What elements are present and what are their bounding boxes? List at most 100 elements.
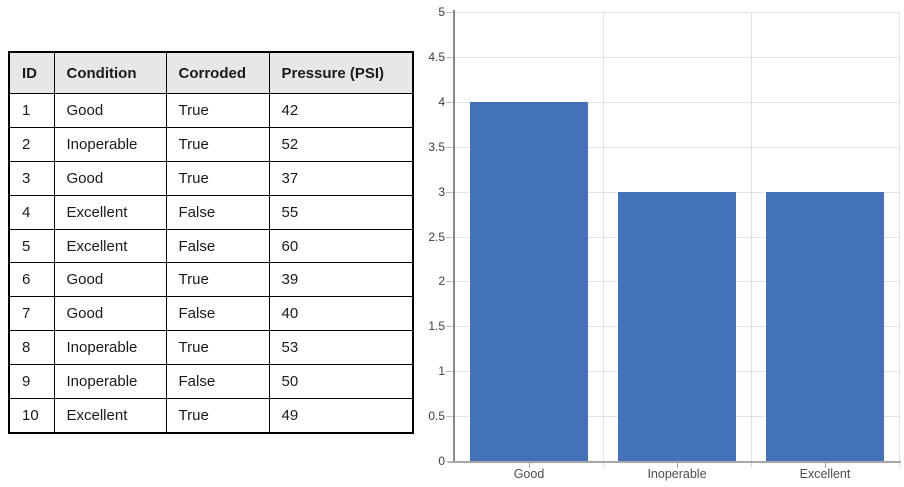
table-cell: 1 <box>8 93 55 128</box>
table-cell: Good <box>53 160 167 196</box>
table-row: 1 Good True 42 <box>8 93 414 128</box>
bar-good <box>470 101 588 461</box>
gridline-vertical <box>751 12 752 461</box>
y-tick-label: 4 <box>438 94 445 109</box>
y-axis-tick <box>446 326 453 328</box>
table-cell: 5 <box>8 228 55 264</box>
table-cell: True <box>165 398 270 434</box>
y-axis-tick <box>446 191 453 193</box>
table-row: 9 Inoperable False 50 <box>8 364 414 400</box>
y-axis-tick <box>446 461 453 462</box>
table-cell: 40 <box>268 296 414 332</box>
y-tick-label: 2.5 <box>428 229 445 244</box>
table-cell: True <box>165 262 270 298</box>
table-cell: Inoperable <box>53 330 167 366</box>
y-axis-tick <box>446 101 453 103</box>
table-cell: 53 <box>268 330 414 366</box>
table-cell: Inoperable <box>53 364 167 400</box>
table-row: 10 Excellent True 49 <box>8 398 414 434</box>
bar-inoperable <box>618 191 736 461</box>
y-tick-label: 0.5 <box>428 409 445 424</box>
x-category-label: Excellent <box>799 467 851 481</box>
table-cell: Inoperable <box>53 126 167 162</box>
table-cell: 3 <box>8 160 55 196</box>
x-axis-tick <box>677 463 678 468</box>
column-header: Pressure (PSI) <box>268 51 414 94</box>
y-axis-tick <box>446 56 453 58</box>
table-row: 7 Good False 40 <box>8 296 414 332</box>
table-cell: True <box>165 93 270 128</box>
bar-excellent <box>766 191 884 461</box>
table-cell: 55 <box>268 194 414 230</box>
table-row: 6 Good True 39 <box>8 262 414 298</box>
table-cell: 8 <box>8 330 55 366</box>
gridline-horizontal <box>455 101 899 103</box>
table-row: 5 Excellent False 60 <box>8 228 414 264</box>
table-cell: True <box>165 160 270 196</box>
table-cell: Good <box>53 262 167 298</box>
table-cell: 7 <box>8 296 55 332</box>
y-tick-label: 2 <box>438 274 445 289</box>
table-cell: Excellent <box>53 194 167 230</box>
data-table-container: ID Condition Corroded Pressure (PSI) 1 Good T… <box>8 51 414 434</box>
table-cell: Excellent <box>53 228 167 264</box>
table-cell: 50 <box>268 364 414 400</box>
y-axis-tick <box>446 371 453 373</box>
column-header: ID <box>8 51 55 94</box>
table-body: 1 Good True 42 2 Inoperable True 52 3 Good True 37 4… <box>8 93 414 434</box>
gridline-vertical <box>899 12 900 461</box>
gridline-vertical <box>603 12 604 461</box>
table-cell: 6 <box>8 262 55 298</box>
x-axis-boundary-tick <box>899 461 900 467</box>
x-category-label: Good <box>513 467 545 481</box>
table-cell: 49 <box>268 398 414 434</box>
table-header-row: ID Condition Corroded Pressure (PSI) <box>8 51 414 94</box>
y-tick-label: 4.5 <box>428 49 445 64</box>
table-row: 3 Good True 37 <box>8 160 414 196</box>
table-cell: 10 <box>8 398 55 434</box>
x-axis-tick <box>825 463 826 468</box>
y-axis-tick <box>446 236 453 238</box>
table-cell: Good <box>53 93 167 128</box>
table-cell: False <box>165 194 270 230</box>
table-cell: False <box>165 364 270 400</box>
x-axis-boundary-tick <box>603 461 604 467</box>
y-axis-tick <box>446 281 453 283</box>
y-tick-label: 3 <box>438 184 445 199</box>
table-cell: 9 <box>8 364 55 400</box>
y-tick-label: 0 <box>438 454 445 468</box>
x-axis-boundary-tick <box>751 461 752 467</box>
y-axis-tick <box>446 12 453 13</box>
y-tick-label: 1.5 <box>428 319 445 334</box>
data-table: ID Condition Corroded Pressure (PSI) 1 Good T… <box>8 51 414 434</box>
y-axis-line <box>453 10 455 463</box>
y-tick-label: 1 <box>438 364 445 379</box>
x-category-label: Inoperable <box>647 467 707 481</box>
column-header: Corroded <box>165 51 270 94</box>
table-row: 2 Inoperable True 52 <box>8 126 414 162</box>
column-header: Condition <box>53 51 167 94</box>
x-axis-line <box>448 461 901 463</box>
table-cell: 39 <box>268 262 414 298</box>
table-cell: Good <box>53 296 167 332</box>
table-cell: 37 <box>268 160 414 196</box>
table-row: 8 Inoperable True 53 <box>8 330 414 366</box>
y-tick-label: 3.5 <box>428 139 445 154</box>
table-cell: True <box>165 330 270 366</box>
table-cell: False <box>165 296 270 332</box>
y-axis-tick <box>446 146 453 148</box>
gridline-horizontal <box>455 56 899 58</box>
table-row: 4 Excellent False 55 <box>8 194 414 230</box>
table-cell: 60 <box>268 228 414 264</box>
gridline-horizontal <box>455 12 899 13</box>
table-cell: False <box>165 228 270 264</box>
table-cell: 2 <box>8 126 55 162</box>
table-cell: 42 <box>268 93 414 128</box>
x-axis-tick <box>529 463 530 468</box>
y-tick-label: 5 <box>438 5 445 19</box>
table-cell: Excellent <box>53 398 167 434</box>
y-axis-tick <box>446 416 453 418</box>
gridline-horizontal <box>455 146 899 148</box>
